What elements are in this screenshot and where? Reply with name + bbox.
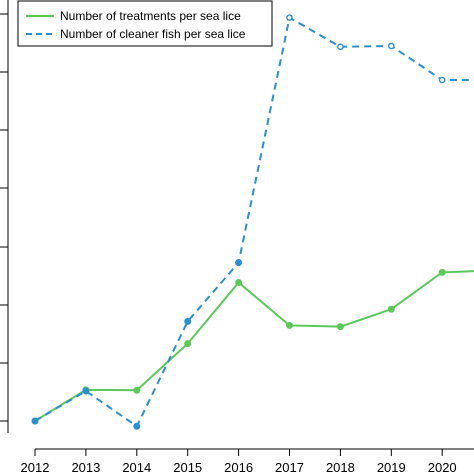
x-tick-label-2017: 2017 [275, 460, 304, 474]
x-tick-label-2012: 2012 [21, 460, 50, 474]
point-cleaner-fish-2018 [337, 43, 344, 51]
x-tick-label-2016: 2016 [224, 460, 253, 474]
point-cleaner-fish-2016 [235, 259, 243, 267]
x-tick-label-2015: 2015 [173, 460, 202, 474]
x-tick-label-2019: 2019 [377, 460, 406, 474]
point-cleaner-fish-2020 [438, 76, 446, 84]
legend-label-cleaner-fish: Number of cleaner fish per sea lice [60, 27, 246, 41]
x-tick-label-2014: 2014 [122, 460, 151, 474]
legend: Number of treatments per sea lice Number… [17, 0, 273, 47]
point-treatments-2015 [184, 340, 192, 348]
point-treatments-2018 [336, 323, 344, 331]
series-line-cleaner-fish [34, 16, 474, 428]
legend-label-treatments: Number of treatments per sea lice [60, 9, 241, 23]
point-cleaner-fish-2012 [31, 417, 39, 425]
series-line-treatments [34, 270, 474, 422]
point-treatments-2019 [387, 305, 395, 313]
point-cleaner-fish-2017 [286, 14, 293, 21]
point-treatments-2017 [286, 321, 293, 329]
point-cleaner-fish-2015 [184, 317, 192, 325]
point-cleaner-fish-2013 [82, 387, 90, 395]
legend-box [17, 0, 273, 47]
x-tick-label-2020: 2020 [428, 460, 457, 474]
point-treatments-2020 [438, 268, 446, 276]
point-cleaner-fish-2019 [387, 42, 395, 50]
x-tick-label-2013: 2013 [71, 460, 100, 474]
point-treatments-2014 [133, 386, 141, 394]
point-treatments-2016 [235, 278, 243, 286]
series-layer [31, 14, 474, 430]
point-cleaner-fish-2014 [133, 422, 141, 430]
x-tick-label-2018: 2018 [326, 460, 355, 474]
